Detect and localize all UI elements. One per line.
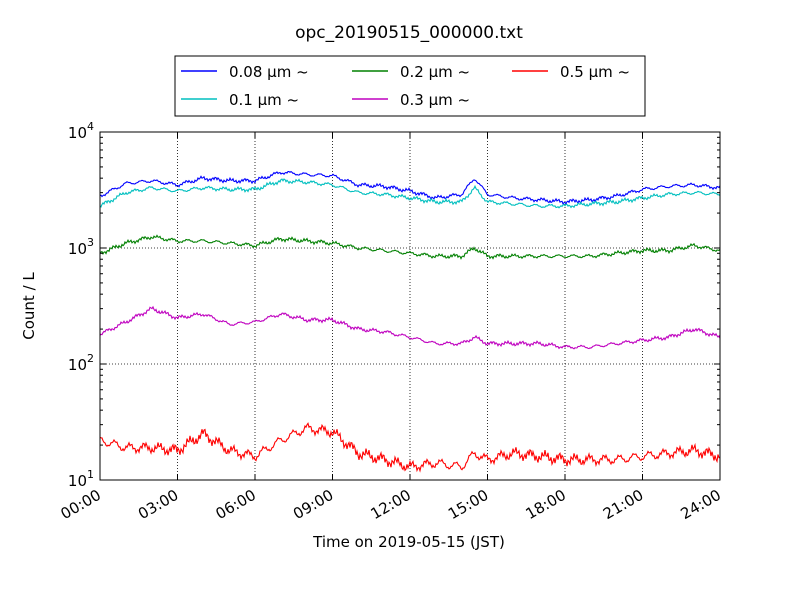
series-line (99, 422, 720, 473)
legend-label: 0.5 μm ~ (560, 63, 630, 81)
y-tick-label: 102 (68, 352, 94, 374)
chart-title: opc_20190515_000000.txt (295, 23, 523, 43)
legend-label: 0.3 μm ~ (400, 91, 470, 109)
series-line (99, 178, 721, 209)
legend-box (174, 55, 646, 117)
series-line (99, 305, 721, 350)
x-axis-label: Time on 2019-05-15 (JST) (312, 533, 505, 551)
legend-label: 0.08 μm ~ (229, 63, 309, 81)
legend-label: 0.2 μm ~ (400, 63, 470, 81)
series-line (99, 170, 721, 206)
y-axis-label: Count / L (20, 272, 38, 340)
y-tick-label: 101 (68, 468, 94, 490)
y-tick-label: 103 (68, 236, 94, 258)
legend: 0.08 μm ~ 0.1 μm ~ 0.2 μm ~ 0.3 μm ~ 0.5 μm … (174, 55, 646, 117)
y-tick-label: 104 (68, 120, 94, 142)
series-line (99, 234, 721, 260)
legend-label: 0.1 μm ~ (229, 91, 299, 109)
